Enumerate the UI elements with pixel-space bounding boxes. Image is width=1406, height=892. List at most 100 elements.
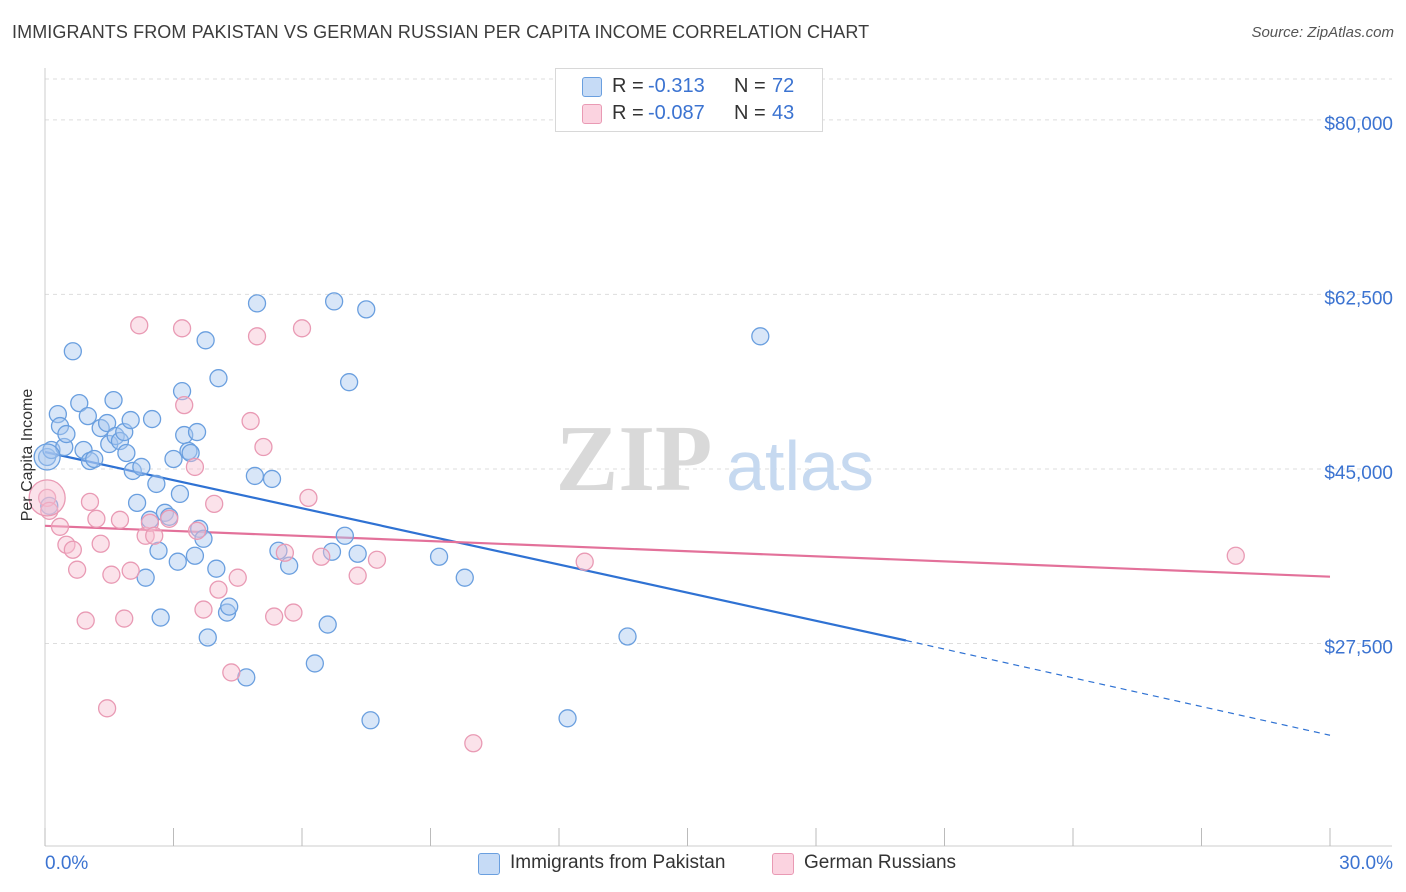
point-pakistan: [220, 597, 239, 616]
legend-label-pakistan: Immigrants from Pakistan: [510, 852, 726, 873]
point-pakistan: [357, 300, 376, 319]
chart-title: IMMIGRANTS FROM PAKISTAN VS GERMAN RUSSI…: [12, 22, 870, 42]
point-german-russians: [575, 552, 594, 571]
watermark-zip: ZIP: [556, 407, 713, 511]
point-pakistan: [361, 711, 380, 730]
tick-labels: $27,500 $45,000 $62,500 $80,000 0.0% 30.0%: [45, 114, 1393, 874]
point-german-russians: [275, 543, 295, 562]
point-pakistan: [168, 552, 187, 571]
point-german-russians-large: [28, 479, 66, 517]
point-pakistan: [618, 627, 637, 646]
r-value: -0.313: [648, 75, 705, 97]
point-german-russians: [209, 580, 228, 599]
data-points: [28, 292, 1245, 753]
point-german-russians: [67, 560, 87, 579]
point-pakistan: [97, 413, 117, 433]
point-pakistan: [455, 568, 474, 587]
point-german-russians: [222, 663, 241, 682]
point-pakistan: [207, 559, 226, 578]
point-pakistan: [149, 541, 168, 560]
point-german-russians: [194, 600, 213, 619]
x-tick-label: 30.0%: [1339, 853, 1393, 874]
point-pakistan: [172, 382, 192, 401]
point-german-russians: [1226, 546, 1245, 565]
trend-line-pakistan-extension: [905, 639, 1331, 736]
y-tick-label: $80,000: [1324, 114, 1393, 135]
point-german-russians: [241, 411, 260, 431]
n-label: N =: [734, 75, 766, 97]
point-german-russians: [130, 316, 149, 335]
watermark-atlas: atlas: [726, 427, 874, 505]
point-german-russians: [254, 437, 273, 457]
r-label: R =: [612, 75, 644, 97]
point-german-russians: [185, 457, 205, 477]
point-pakistan: [78, 406, 97, 426]
point-german-russians: [312, 547, 331, 566]
legend-swatch-german-russians: [582, 104, 602, 124]
point-pakistan: [57, 424, 76, 444]
point-pakistan: [104, 390, 123, 410]
point-pakistan: [187, 422, 207, 442]
y-tick-label: $62,500: [1324, 288, 1393, 309]
point-german-russians: [284, 603, 303, 622]
point-pakistan: [247, 294, 267, 313]
point-pakistan: [318, 615, 337, 634]
stats-legend: R = -0.313 N = 72 R = -0.087 N = 43: [555, 68, 823, 132]
chart-source: Source: ZipAtlas.com: [1251, 24, 1394, 41]
point-german-russians: [97, 699, 117, 718]
point-pakistan: [324, 292, 344, 311]
point-german-russians: [50, 517, 70, 536]
point-german-russians: [87, 509, 106, 528]
point-pakistan: [136, 568, 155, 587]
x-tick-label: 0.0%: [45, 853, 88, 874]
point-german-russians: [160, 509, 179, 528]
series-legend: Immigrants from Pakistan German Russians: [0, 852, 1406, 878]
point-german-russians: [80, 492, 100, 512]
point-german-russians: [102, 565, 121, 584]
legend-swatch-german-russians: [772, 853, 794, 875]
point-german-russians: [367, 550, 387, 569]
point-pakistan: [262, 469, 282, 489]
trend-line-pakistan: [44, 450, 907, 642]
point-german-russians: [265, 607, 284, 626]
n-label: N =: [734, 102, 766, 124]
point-pakistan: [245, 466, 265, 486]
trend-line-german-russians: [44, 524, 1331, 578]
point-pakistan: [170, 484, 190, 504]
point-german-russians: [91, 534, 110, 553]
point-pakistan: [181, 443, 200, 463]
r-value: -0.087: [648, 102, 705, 124]
point-german-russians: [348, 566, 367, 585]
point-pakistan: [198, 628, 217, 647]
point-german-russians: [110, 510, 130, 529]
point-pakistan: [123, 461, 142, 481]
point-pakistan: [127, 493, 147, 513]
n-value: 72: [772, 75, 795, 97]
legend-label-german-russians: German Russians: [804, 852, 957, 873]
point-german-russians: [121, 561, 140, 580]
point-german-russians: [175, 395, 194, 415]
point-german-russians: [172, 319, 192, 338]
legend-swatch-pakistan: [478, 853, 500, 875]
point-german-russians: [247, 327, 267, 346]
point-pakistan: [147, 474, 166, 494]
r-label: R =: [612, 102, 644, 124]
grid-lines: [45, 78, 1392, 644]
point-pakistan: [63, 342, 82, 361]
point-pakistan: [751, 327, 770, 346]
axes: [44, 68, 1392, 847]
point-german-russians: [63, 540, 82, 559]
point-german-russians: [299, 488, 318, 508]
point-pakistan: [121, 410, 140, 430]
point-german-russians: [464, 734, 483, 753]
point-pakistan: [85, 449, 104, 469]
point-pakistan: [142, 409, 162, 429]
point-pakistan: [348, 544, 367, 563]
point-german-russians: [145, 526, 164, 545]
legend-swatch-pakistan: [582, 77, 602, 97]
point-pakistan: [429, 547, 449, 566]
point-german-russians: [292, 319, 312, 338]
point-german-russians: [205, 494, 224, 514]
point-german-russians: [228, 568, 247, 587]
